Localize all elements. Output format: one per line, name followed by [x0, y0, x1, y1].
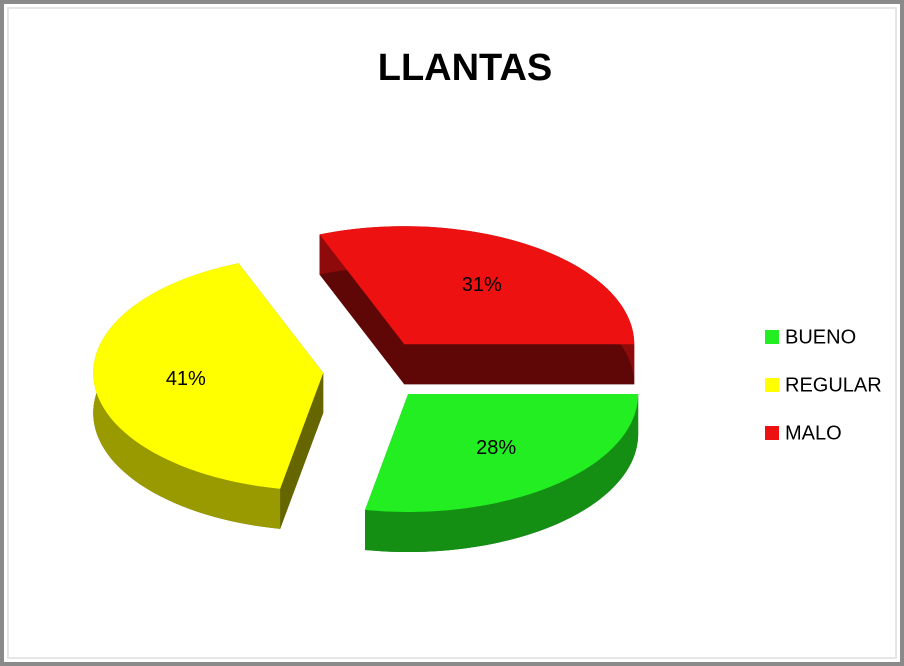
slice-side	[280, 372, 324, 529]
legend-swatch	[765, 426, 779, 440]
slice	[365, 394, 639, 513]
legend-swatch	[765, 378, 779, 392]
slice: 41%	[93, 263, 324, 529]
legend-swatch	[765, 330, 779, 344]
slice	[319, 226, 635, 345]
legend-label: BUENO	[785, 326, 856, 348]
legend-label: MALO	[785, 422, 842, 444]
legend-label: REGULAR	[785, 374, 882, 396]
slice	[93, 263, 324, 489]
slice: 28%	[365, 394, 639, 553]
slice-side	[404, 344, 635, 385]
slice: 31%	[319, 226, 635, 385]
data-label: 41%	[166, 368, 206, 390]
data-label: 28%	[476, 437, 516, 459]
slice-side	[319, 234, 405, 385]
legend: BUENO REGULAR MALO	[765, 326, 882, 444]
chart-title: LLANTAS	[378, 47, 553, 89]
data-label: 31%	[462, 274, 502, 296]
pie: 31% 41% 28%	[93, 226, 639, 553]
slice-side	[365, 394, 639, 553]
plot-frame	[7, 7, 897, 659]
